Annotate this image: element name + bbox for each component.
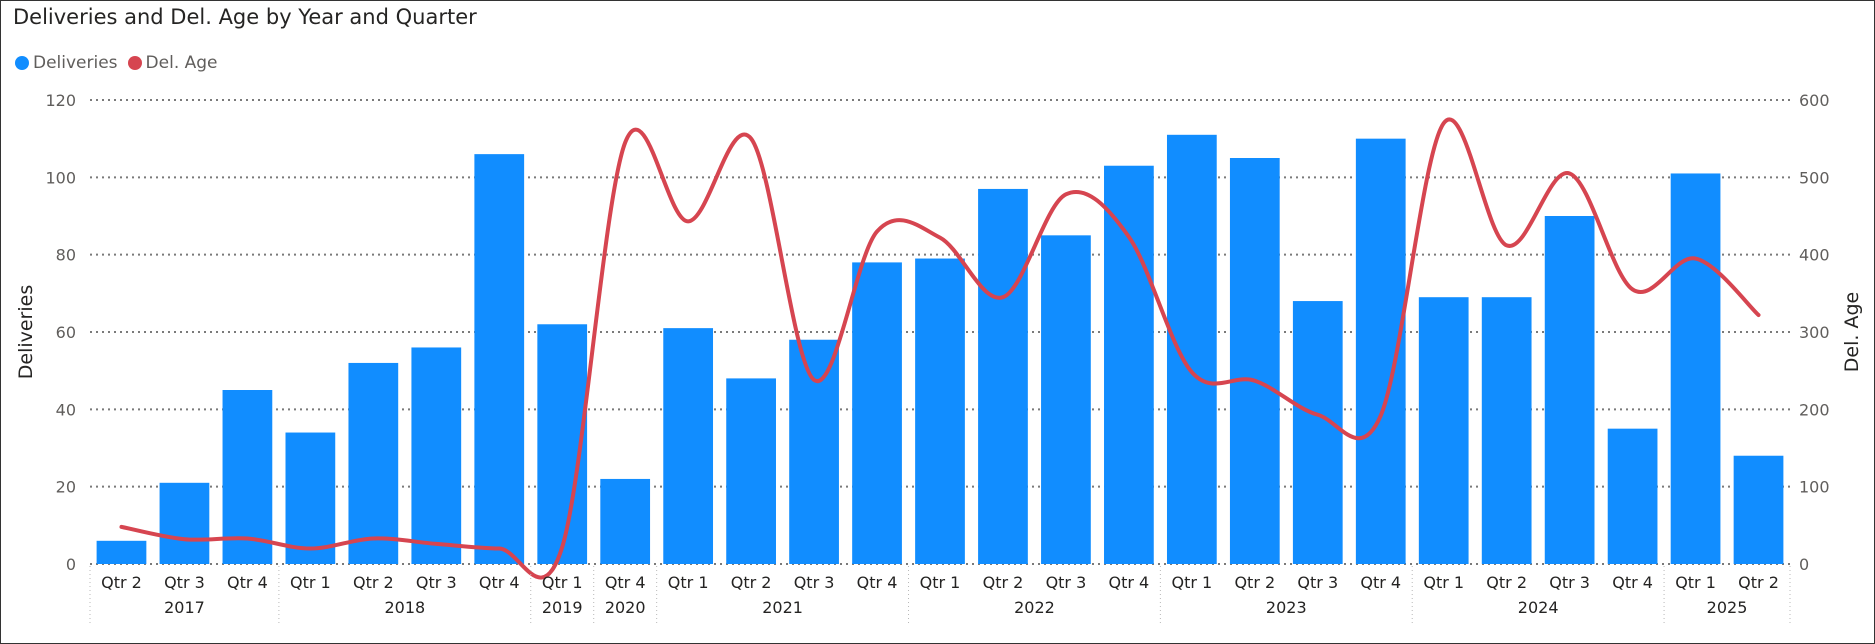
bar-deliveries bbox=[285, 432, 336, 564]
x-tick-label-quarter: Qtr 1 bbox=[542, 573, 583, 592]
y-right-tick-label: 500 bbox=[1799, 168, 1830, 187]
y-right-tick-label: 600 bbox=[1799, 91, 1830, 110]
x-tick-label-quarter: Qtr 4 bbox=[1360, 573, 1401, 592]
legend-item-del-age[interactable]: Del. Age bbox=[127, 53, 218, 73]
x-tick-label-quarter: Qtr 4 bbox=[1109, 573, 1150, 592]
bar-deliveries bbox=[1104, 165, 1154, 564]
bar-deliveries bbox=[1292, 301, 1343, 564]
bar-deliveries bbox=[474, 154, 525, 564]
y-left-tick-label: 0 bbox=[66, 555, 76, 574]
bar-deliveries bbox=[1733, 455, 1784, 564]
x-tick-label-quarter: Qtr 2 bbox=[353, 573, 394, 592]
bar-deliveries bbox=[96, 540, 147, 564]
x-tick-label-quarter: Qtr 2 bbox=[1486, 573, 1527, 592]
bar-deliveries bbox=[1544, 216, 1595, 564]
x-tick-label-quarter: Qtr 4 bbox=[479, 573, 520, 592]
x-tick-label-quarter: Qtr 4 bbox=[227, 573, 268, 592]
bar-deliveries bbox=[1041, 235, 1091, 565]
x-tick-label-quarter: Qtr 3 bbox=[1046, 573, 1087, 592]
x-tick-label-year: 2017 bbox=[164, 598, 205, 617]
x-tick-label-quarter: Qtr 4 bbox=[605, 573, 646, 592]
x-tick-label-quarter: Qtr 2 bbox=[1234, 573, 1275, 592]
legend: Deliveries Del. Age bbox=[15, 53, 218, 73]
bar-deliveries bbox=[600, 478, 651, 564]
legend-label-deliveries: Deliveries bbox=[33, 53, 118, 73]
x-tick-label-year: 2024 bbox=[1518, 598, 1559, 617]
legend-item-deliveries[interactable]: Deliveries bbox=[15, 53, 118, 73]
y-right-tick-label: 0 bbox=[1799, 555, 1809, 574]
x-tick-label-year: 2018 bbox=[384, 598, 425, 617]
legend-marker-deliveries bbox=[15, 56, 29, 70]
y-left-axis-title: Deliveries bbox=[15, 285, 37, 380]
y-right-axis-title: Del. Age bbox=[1841, 292, 1863, 372]
y-left-tick-label: 20 bbox=[56, 478, 76, 497]
bar-deliveries bbox=[159, 482, 210, 564]
legend-label-del-age: Del. Age bbox=[145, 53, 218, 73]
bar-deliveries bbox=[1481, 297, 1532, 564]
x-tick-label-year: 2019 bbox=[542, 598, 583, 617]
y-right-tick-label: 100 bbox=[1799, 478, 1830, 497]
x-tick-label-quarter: Qtr 4 bbox=[857, 573, 898, 592]
x-tick-label-year: 2021 bbox=[762, 598, 803, 617]
x-tick-label-quarter: Qtr 3 bbox=[1297, 573, 1338, 592]
x-tick-label-quarter: Qtr 3 bbox=[794, 573, 835, 592]
bar-deliveries bbox=[978, 188, 1028, 564]
x-tick-label-quarter: Qtr 1 bbox=[1675, 573, 1716, 592]
x-tick-label-quarter: Qtr 3 bbox=[164, 573, 205, 592]
y-right-tick-label: 400 bbox=[1799, 246, 1830, 265]
x-tick-label-year: 2023 bbox=[1266, 598, 1307, 617]
bar-deliveries bbox=[411, 347, 462, 564]
bar-deliveries bbox=[1607, 428, 1658, 564]
bar-deliveries bbox=[852, 262, 902, 564]
x-tick-label-year: 2020 bbox=[605, 598, 646, 617]
bar-deliveries bbox=[1418, 297, 1469, 564]
bar-deliveries bbox=[1166, 134, 1217, 565]
x-tick-label-quarter: Qtr 1 bbox=[290, 573, 331, 592]
y-left-tick-label: 80 bbox=[56, 246, 76, 265]
x-tick-label-quarter: Qtr 1 bbox=[668, 573, 709, 592]
bar-deliveries bbox=[222, 390, 273, 564]
bar-deliveries bbox=[348, 362, 399, 564]
x-tick-label-year: 2022 bbox=[1014, 598, 1055, 617]
y-left-tick-label: 60 bbox=[56, 323, 76, 342]
legend-marker-del-age bbox=[127, 56, 142, 70]
bar-deliveries bbox=[663, 328, 714, 564]
y-right-tick-label: 200 bbox=[1799, 400, 1830, 419]
y-right-tick-label: 300 bbox=[1799, 323, 1830, 342]
x-tick-label-quarter: Qtr 1 bbox=[920, 573, 961, 592]
y-left-tick-label: 40 bbox=[56, 400, 76, 419]
x-tick-label-quarter: Qtr 2 bbox=[1738, 573, 1779, 592]
x-tick-label-quarter: Qtr 3 bbox=[416, 573, 457, 592]
x-tick-label-quarter: Qtr 2 bbox=[101, 573, 142, 592]
bar-deliveries bbox=[789, 339, 839, 564]
x-tick-label-year: 2025 bbox=[1707, 598, 1748, 617]
y-left-tick-label: 100 bbox=[45, 168, 76, 187]
x-tick-label-quarter: Qtr 2 bbox=[731, 573, 772, 592]
bar-deliveries bbox=[1670, 173, 1721, 564]
x-tick-label-quarter: Qtr 3 bbox=[1549, 573, 1590, 592]
x-tick-label-quarter: Qtr 1 bbox=[1423, 573, 1464, 592]
x-tick-label-quarter: Qtr 2 bbox=[983, 573, 1024, 592]
bar-deliveries bbox=[1229, 158, 1280, 564]
chart-title: Deliveries and Del. Age by Year and Quar… bbox=[13, 5, 477, 29]
x-tick-label-quarter: Qtr 1 bbox=[1171, 573, 1212, 592]
bar-deliveries bbox=[726, 378, 776, 564]
line-del-age bbox=[119, 117, 1761, 580]
x-tick-label-quarter: Qtr 4 bbox=[1612, 573, 1653, 592]
y-left-tick-label: 120 bbox=[45, 91, 76, 110]
bar-deliveries bbox=[915, 258, 965, 564]
